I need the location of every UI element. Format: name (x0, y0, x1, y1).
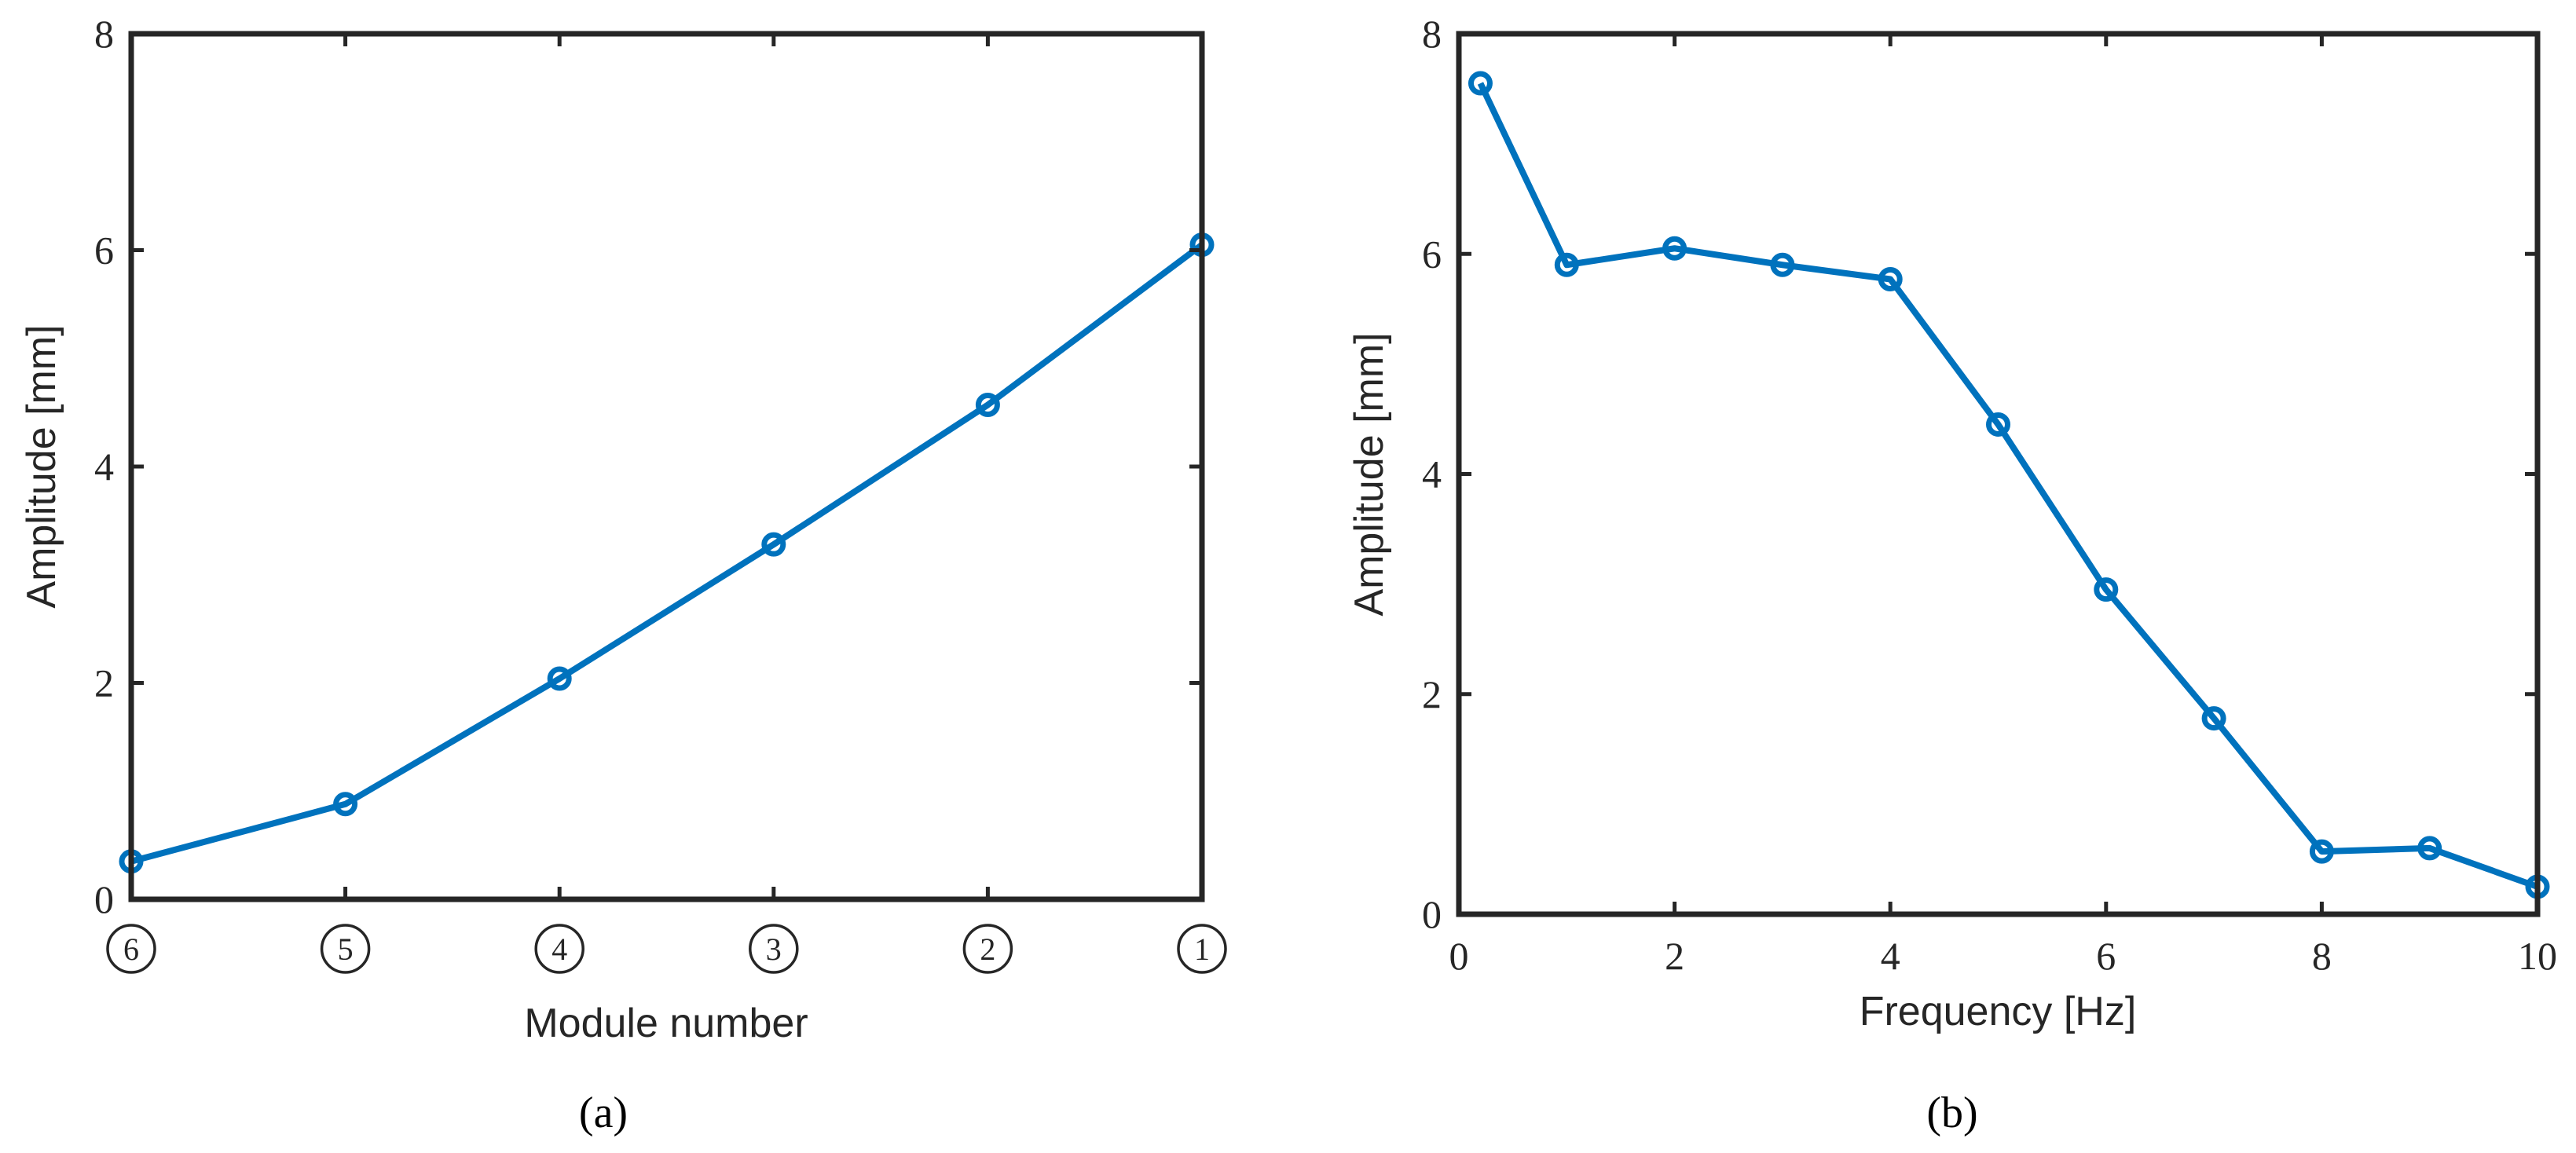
y-tick-label-a: 8 (94, 12, 114, 56)
data-point-b (1554, 252, 1579, 277)
x-axis-title-a: Module number (524, 1001, 808, 1046)
data-point-b (1878, 266, 1903, 291)
y-tick-label-a: 0 (94, 877, 114, 921)
ticks-a: 0 2 4 6 8 6 5 4 3 2 1 (94, 12, 1227, 974)
x-category-label-a: 4 (551, 932, 567, 967)
panel-label-a: (a) (579, 1089, 628, 1137)
series-line-a (130, 242, 1204, 865)
x-category-label-a: 6 (123, 932, 139, 967)
data-point-b (2201, 706, 2226, 731)
chart-panel-a: 0 2 4 6 8 6 5 4 3 2 1 Module number Amplitude [mm]… (19, 12, 1227, 1137)
data-point-b (2094, 577, 2119, 602)
x-category-label-a: 1 (1194, 932, 1210, 967)
ticks-b: 0 2 4 6 8 0 2 4 6 8 10 (1422, 12, 2557, 978)
circled-category-ring (1177, 924, 1227, 974)
y-tick-label-b: 4 (1422, 452, 1442, 496)
plot-layer-a (119, 232, 1215, 874)
circled-category-ring (749, 924, 799, 974)
circled-category-ring (320, 924, 371, 974)
circled-category-ring (534, 924, 584, 974)
data-point-b (1662, 236, 1687, 261)
data-point-b (1986, 412, 2010, 437)
x-tick-label-b: 0 (1449, 934, 1469, 978)
y-tick-label-a: 6 (94, 229, 114, 273)
data-point-b (1770, 252, 1795, 277)
y-axis-title-b: Amplitude [mm] (1347, 332, 1392, 616)
x-category-label-a: 3 (766, 932, 782, 967)
x-tick-label-b: 8 (2312, 934, 2332, 978)
data-point-b (2417, 836, 2442, 861)
y-tick-label-a: 2 (94, 661, 114, 705)
y-tick-label-b: 2 (1422, 672, 1442, 716)
y-tick-label-a: 4 (94, 445, 114, 489)
y-tick-label-b: 8 (1422, 12, 1442, 56)
data-point-a (975, 392, 1000, 417)
x-tick-label-b: 10 (2518, 934, 2557, 978)
data-point-b (1468, 71, 1493, 96)
plot-layer-b (1468, 71, 2550, 899)
x-category-label-a: 5 (338, 932, 354, 967)
panel-label-b: (b) (1926, 1089, 1977, 1137)
data-point-b (2309, 839, 2334, 864)
y-tick-label-b: 6 (1422, 232, 1442, 276)
x-tick-label-b: 2 (1665, 934, 1684, 978)
x-tick-label-b: 4 (1881, 934, 1900, 978)
series-line-b (1477, 82, 2539, 890)
plot-frame-a (128, 31, 1205, 902)
data-point-a (333, 792, 358, 817)
chart-panel-b: 0 2 4 6 8 0 2 4 6 8 10 Frequency [Hz] Amplitude [m… (1347, 12, 2557, 1137)
circled-category-ring (106, 924, 156, 974)
x-axis-title-b: Frequency [Hz] (1860, 989, 2137, 1034)
y-tick-label-b: 0 (1422, 892, 1442, 936)
x-tick-label-b: 6 (2096, 934, 2116, 978)
data-point-a (761, 532, 786, 557)
y-axis-title-a: Amplitude [mm] (19, 324, 64, 608)
plot-frame-b (1456, 31, 2541, 917)
circled-category-ring (962, 924, 1013, 974)
data-point-a (547, 666, 572, 691)
x-category-label-a: 2 (980, 932, 995, 967)
